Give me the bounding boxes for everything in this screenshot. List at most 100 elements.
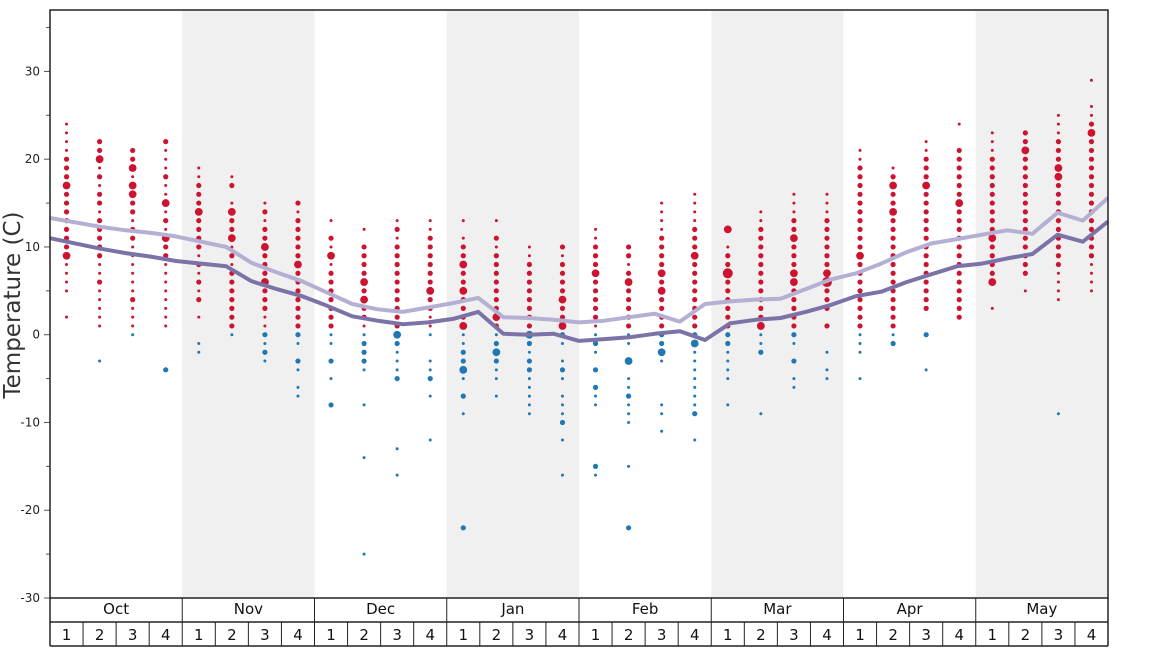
temperature-point bbox=[725, 305, 731, 311]
temperature-point bbox=[759, 341, 763, 345]
month-label: Jan bbox=[500, 600, 524, 618]
temperature-point bbox=[361, 270, 367, 276]
temperature-point bbox=[824, 297, 830, 303]
temperature-point bbox=[858, 341, 862, 345]
week-label: 2 bbox=[756, 626, 766, 644]
temperature-point bbox=[164, 166, 168, 170]
temperature-point bbox=[791, 358, 797, 364]
temperature-point bbox=[394, 288, 400, 294]
temperature-point bbox=[329, 377, 333, 381]
temperature-point bbox=[625, 393, 632, 399]
temperature-point bbox=[923, 174, 929, 180]
temperature-point bbox=[263, 359, 267, 363]
temperature-point bbox=[526, 323, 533, 329]
temperature-point bbox=[923, 305, 929, 311]
temperature-point bbox=[394, 297, 400, 303]
temperature-point bbox=[395, 447, 399, 451]
temperature-point bbox=[295, 314, 301, 320]
temperature-point bbox=[197, 289, 201, 293]
temperature-point bbox=[890, 226, 896, 233]
temperature-point bbox=[459, 286, 468, 295]
temperature-point bbox=[1089, 271, 1093, 275]
temperature-point bbox=[1088, 191, 1095, 197]
temperature-point bbox=[559, 261, 566, 268]
temperature-point bbox=[460, 305, 466, 311]
temperature-point bbox=[989, 270, 995, 276]
temperature-point bbox=[526, 367, 533, 373]
temperature-point bbox=[394, 314, 400, 320]
temperature-point bbox=[229, 279, 235, 285]
temperature-point bbox=[295, 323, 301, 329]
temperature-point bbox=[825, 350, 829, 354]
temperature-point bbox=[956, 305, 962, 311]
temperature-point bbox=[526, 261, 533, 268]
temperature-point bbox=[693, 394, 697, 398]
temperature-point bbox=[625, 297, 632, 303]
temperature-point bbox=[792, 385, 796, 389]
temperature-point bbox=[1088, 226, 1095, 233]
temperature-point bbox=[1021, 146, 1030, 155]
temperature-point bbox=[62, 181, 71, 190]
temperature-point bbox=[263, 201, 267, 205]
temperature-point bbox=[527, 403, 531, 407]
temperature-point bbox=[592, 279, 599, 285]
temperature-point bbox=[329, 333, 333, 337]
temperature-point bbox=[890, 279, 896, 285]
temperature-point bbox=[857, 305, 863, 311]
week-label: 1 bbox=[459, 626, 469, 644]
temperature-point bbox=[63, 191, 70, 197]
temperature-point bbox=[131, 271, 135, 275]
temperature-point bbox=[758, 235, 764, 241]
temperature-point bbox=[1022, 130, 1028, 136]
week-label: 1 bbox=[62, 626, 72, 644]
temperature-point bbox=[361, 244, 367, 250]
temperature-point bbox=[923, 165, 929, 171]
temperature-point bbox=[131, 333, 135, 337]
temperature-point bbox=[824, 218, 830, 224]
temperature-point bbox=[98, 359, 102, 363]
temperature-point bbox=[164, 263, 168, 267]
temperature-point bbox=[858, 350, 862, 354]
temperature-point bbox=[164, 184, 168, 188]
temperature-point bbox=[262, 209, 268, 215]
temperature-point bbox=[494, 368, 498, 372]
temperature-point bbox=[164, 227, 168, 231]
temperature-point bbox=[989, 191, 995, 197]
temperature-point bbox=[692, 226, 698, 233]
temperature-point bbox=[1055, 139, 1062, 145]
temperature-point bbox=[923, 209, 929, 215]
temperature-point bbox=[988, 234, 997, 243]
temperature-point bbox=[594, 333, 598, 337]
temperature-point bbox=[263, 341, 267, 345]
temperature-point bbox=[659, 305, 665, 311]
temperature-point bbox=[690, 251, 699, 260]
temperature-point bbox=[494, 377, 498, 381]
temperature-point bbox=[592, 261, 599, 268]
temperature-point bbox=[96, 174, 103, 180]
temperature-point bbox=[63, 209, 70, 215]
month-shading-bands bbox=[182, 10, 1108, 598]
temperature-point bbox=[693, 359, 697, 363]
temperature-point bbox=[625, 525, 632, 531]
temperature-point bbox=[1088, 244, 1095, 250]
temperature-point bbox=[329, 245, 333, 249]
temperature-point bbox=[890, 191, 896, 197]
temperature-point bbox=[759, 210, 763, 214]
temperature-point bbox=[956, 182, 962, 189]
temperature-point bbox=[857, 244, 863, 250]
temperature-point bbox=[527, 394, 531, 398]
average-line-1 bbox=[49, 196, 1110, 325]
temperature-point bbox=[163, 174, 169, 180]
temperature-point bbox=[362, 324, 366, 328]
temperature-point bbox=[857, 226, 863, 233]
temperature-point bbox=[890, 297, 896, 303]
temperature-point bbox=[723, 225, 732, 234]
temperature-point bbox=[758, 349, 764, 355]
temperature-point bbox=[1087, 128, 1096, 137]
temperature-point bbox=[592, 244, 599, 250]
temperature-point bbox=[956, 297, 962, 303]
temperature-point bbox=[990, 140, 994, 144]
temperature-point bbox=[128, 181, 137, 190]
temperature-point bbox=[527, 377, 531, 381]
